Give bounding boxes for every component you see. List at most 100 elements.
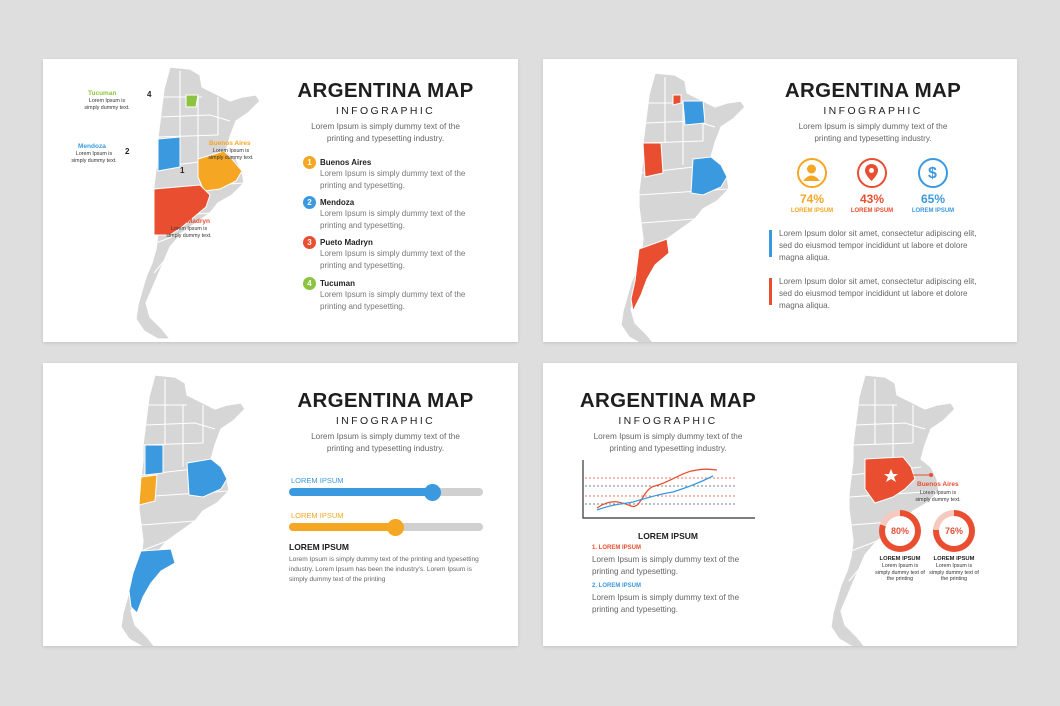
ring-label-1: LOREM IPSUM [879,556,921,562]
label-mendoza-text: Lorem Ipsum is simply dummy text. [71,151,117,164]
section-heading: LOREM IPSUM [289,542,349,552]
pointer-dot [929,473,933,477]
map-number-1: 1 [180,166,185,175]
card-map-stats: ARGENTINA MAP INFOGRAPHIC Lorem Ipsum is… [543,59,1017,342]
stat-value-2: 43% [859,192,885,206]
list-title-1: Buenos Aires [320,158,372,167]
page-title: ARGENTINA MAP [297,389,474,412]
progress-ring-2: 76% [933,510,975,552]
region-pueto-madryn [153,184,211,236]
label-pueto-madryn-text: Lorem Ipsum is simply dummy text. [166,226,212,239]
stat-label-3: LOREM IPSUM [911,208,955,214]
chart-series-blue [596,475,714,511]
ring-text-1: Lorem Ipsum is simply dummy text of the … [875,563,925,582]
ring-text-2: Lorem Ipsum is simply dummy text of the … [929,563,979,582]
item-text-1: Lorem Ipsum is simply dummy text of the p… [592,555,740,576]
list-badge-3: 3 [303,236,316,249]
ring-label-2: LOREM IPSUM [933,556,975,562]
intro-text: Lorem Ipsum is simply dummy text of the p… [593,432,743,453]
argentina-map [135,67,261,340]
star-icon [884,469,898,482]
label-tucuman-text: Lorem Ipsum is simply dummy text. [84,98,130,111]
region-buenos-aires [186,458,228,498]
page-subtitle: INFOGRAPHIC [335,105,436,117]
label-buenos-aires: Buenos Aires [917,481,959,488]
slider-fill-2 [289,523,396,531]
intro-text: Lorem Ipsum is simply dummy text of the p… [798,122,948,143]
argentina-map [830,375,956,646]
stat-label-1: LOREM IPSUM [790,208,834,214]
slider-label-1: LOREM IPSUM [291,476,344,485]
person-icon [797,158,827,188]
stat-label-2: LOREM IPSUM [850,208,894,214]
card-map-sliders: ARGENTINA MAP INFOGRAPHIC Lorem Ipsum is… [43,363,518,646]
list-text-1: Lorem Ipsum is simply dummy text of the p… [320,169,466,190]
card-chart-rings: ARGENTINA MAP INFOGRAPHIC Lorem Ipsum is… [543,363,1017,646]
region-tucuman [185,94,199,108]
line-chart [582,460,755,519]
map-number-3: 3 [127,221,132,230]
list-text-4: Lorem Ipsum is simply dummy text of the p… [320,290,466,311]
argentina-map [120,375,246,646]
list-text-3: Lorem Ipsum is simply dummy text of the p… [320,249,466,270]
list-badge-4: 4 [303,277,316,290]
map-number-2: 2 [125,147,130,156]
ring-value-2: 76% [939,516,969,546]
list-title-3: Pueto Madryn [320,238,373,247]
label-buenos-aires-text: Lorem Ipsum is simply dummy text. [208,148,254,161]
slider-label-2: LOREM IPSUM [291,511,344,520]
region-south-red [630,238,670,313]
page-subtitle: INFOGRAPHIC [618,415,718,427]
map-number-4: 4 [147,90,152,99]
list-text-2: Lorem Ipsum is simply dummy text of the p… [320,209,466,230]
slider-handle-2[interactable] [387,518,405,536]
page-title: ARGENTINA MAP [784,79,962,102]
label-buenos-aires: Buenos Aires [209,140,251,147]
list-badge-2: 2 [303,196,316,209]
card-map-legend: 4 2 1 3 Tucuman Lorem Ipsum is simply du… [43,59,518,342]
list-badge-1: 1 [303,156,316,169]
item-title-1: 1. LOREM IPSUM [592,545,642,551]
stat-value-1: 74% [799,192,825,206]
region-north-red [672,94,682,106]
ring-value-1: 80% [885,516,915,546]
location-pin-icon [857,158,887,188]
label-pueto-madryn: Pueto Madryn [167,218,210,225]
list-title-4: Tucuman [320,279,355,288]
item-title-2: 2. LOREM IPSUM [592,583,642,589]
svg-text:$: $ [928,165,937,182]
page-subtitle: INFOGRAPHIC [335,415,436,427]
paragraph-2: Lorem Ipsum dolor sit amet, consectetur … [779,277,977,310]
slider-track-1[interactable] [289,483,483,501]
chart-axes [582,460,755,519]
label-buenos-aires-text: Lorem Ipsum is simply dummy text. [915,490,961,503]
stat-value-3: 65% [920,192,946,206]
page-title: ARGENTINA MAP [297,79,474,102]
region-buenos-aires [864,456,916,504]
page-title: ARGENTINA MAP [579,389,757,412]
page-subtitle: INFOGRAPHIC [823,105,923,117]
label-mendoza: Mendoza [78,143,106,150]
intro-text: Lorem Ipsum is simply dummy text of the p… [311,122,460,143]
label-tucuman: Tucuman [88,90,117,97]
region-west-red [642,142,664,178]
region-buenos-aires [197,150,243,192]
accent-bar-blue [769,230,772,257]
dollar-icon: $ [918,158,948,188]
list-title-2: Mendoza [320,198,355,207]
slider-fill-1 [289,488,433,496]
chart-series-red [596,468,718,509]
region-north-blue [682,100,706,126]
section-paragraph: Lorem Ipsum is simply dummy text of the … [289,556,479,583]
chart-heading: LOREM IPSUM [638,531,698,541]
item-text-2: Lorem Ipsum is simply dummy text of the p… [592,593,740,614]
accent-bar-red [769,278,772,305]
intro-text: Lorem Ipsum is simply dummy text of the p… [311,432,460,453]
progress-ring-1: 80% [879,510,921,552]
region-yellow [138,474,158,506]
slider-track-2[interactable] [289,518,483,536]
region-buenos-aires [690,156,728,196]
paragraph-1: Lorem Ipsum dolor sit amet, consectetur … [779,229,977,262]
slider-handle-1[interactable] [424,483,442,501]
region-mendoza [157,136,181,172]
